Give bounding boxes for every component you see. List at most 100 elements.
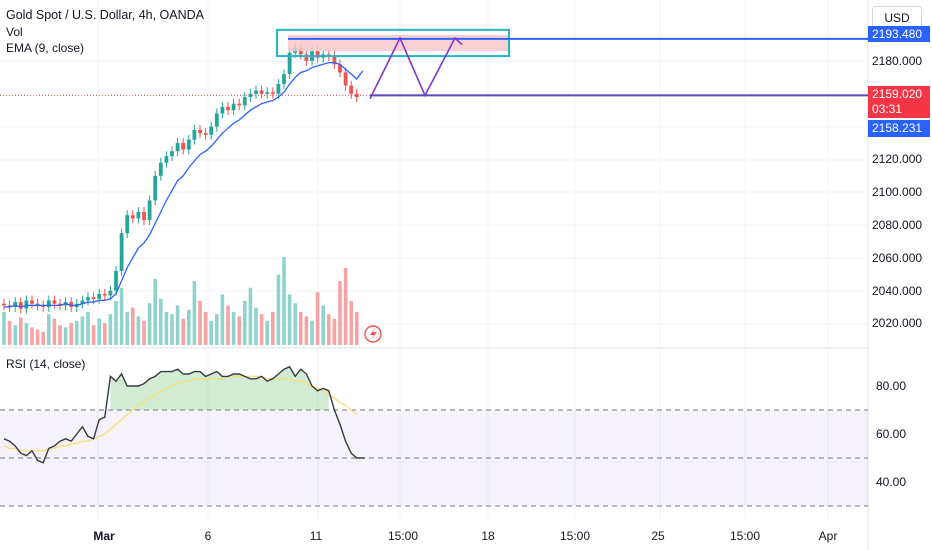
volume-bar <box>30 327 34 345</box>
candle <box>80 295 85 309</box>
candle <box>30 295 34 309</box>
candle <box>248 88 253 102</box>
candle <box>198 124 202 139</box>
candle <box>153 170 158 206</box>
volume-bar <box>287 294 292 345</box>
candle <box>142 206 146 225</box>
candle <box>214 108 219 132</box>
time-tick: 11 <box>309 529 323 543</box>
candle <box>86 292 90 306</box>
volume-bar <box>119 287 124 345</box>
candle <box>2 298 6 311</box>
rsi-legend[interactable]: RSI (14, close) <box>6 357 86 371</box>
rsi-ma-line <box>3 375 358 452</box>
ema-line <box>4 61 364 308</box>
volume-bar <box>338 281 342 345</box>
volume-bar <box>69 323 73 345</box>
candle <box>226 102 230 116</box>
candle <box>354 88 359 102</box>
price-tick: 2080.000 <box>872 218 923 232</box>
volume-bar <box>75 320 79 345</box>
candle <box>265 87 270 99</box>
candle <box>287 47 292 80</box>
time-tick: 15:00 <box>387 529 419 543</box>
price-tick: 2120.000 <box>872 152 923 167</box>
volume-bar <box>209 320 213 345</box>
volume-bar <box>343 268 348 345</box>
candle <box>349 80 354 99</box>
volume-bar <box>215 314 219 345</box>
volume-bar <box>315 292 320 345</box>
rsi-tick: 40.00 <box>876 475 907 489</box>
volume-bar <box>175 305 180 345</box>
rsi-pane <box>0 365 868 507</box>
candle <box>102 288 107 301</box>
volume-bar <box>91 325 96 345</box>
rsi-tick: 60.00 <box>876 427 907 441</box>
candle <box>203 128 208 140</box>
price-tick: 2040.000 <box>872 283 923 298</box>
volume-bar <box>198 301 202 345</box>
candle <box>158 157 163 181</box>
volume-bar <box>265 320 269 345</box>
price-tick: 2100.000 <box>872 185 923 200</box>
volume-bar <box>243 301 247 345</box>
last-price-badge: 2159.020 03:31 <box>868 86 930 118</box>
candle <box>7 300 12 312</box>
candle <box>282 69 286 89</box>
volume-bar <box>136 316 141 345</box>
symbol-legend[interactable]: Gold Spot / U.S. Dollar, 4h, OANDA <box>6 8 204 22</box>
volume-bar <box>19 317 23 345</box>
supply-zone <box>288 34 510 52</box>
volume-bar <box>114 301 118 345</box>
volume-bar <box>2 312 6 345</box>
rsi-line <box>3 365 365 464</box>
volume-bar <box>332 318 337 345</box>
volume-bar <box>7 320 12 345</box>
volume-bar <box>321 305 325 345</box>
volume-bar <box>276 274 281 345</box>
candle <box>114 266 118 296</box>
volume-bar <box>203 312 208 345</box>
rsi-tick: 80.00 <box>876 379 907 393</box>
price-tick: 2060.000 <box>872 250 923 265</box>
candle <box>254 85 258 99</box>
time-tick: 15:00 <box>729 529 761 543</box>
candle <box>119 228 124 276</box>
volume-bar <box>63 327 68 345</box>
candle <box>46 295 51 312</box>
candle <box>192 124 197 145</box>
drawings-layer[interactable] <box>0 28 868 100</box>
volume-bar <box>58 325 62 345</box>
countdown-value: 03:31 <box>872 102 903 116</box>
candle <box>69 297 74 312</box>
time-tick: 25 <box>651 529 665 543</box>
ema-legend[interactable]: EMA (9, close) <box>6 41 85 55</box>
candle <box>125 210 130 239</box>
volume-bar <box>237 316 241 345</box>
volume-bar <box>248 287 253 345</box>
candle <box>97 288 102 304</box>
candle <box>130 210 135 224</box>
volume-bar <box>164 312 169 345</box>
volume-bar <box>125 312 129 345</box>
volume-bar <box>52 318 57 345</box>
volume-bar <box>80 316 85 345</box>
candle <box>186 134 191 155</box>
candle <box>259 85 264 99</box>
candle <box>24 295 29 314</box>
volume-bar <box>259 314 264 345</box>
volume-bar <box>153 279 157 345</box>
candle <box>52 295 57 309</box>
volume-bar <box>86 312 90 345</box>
volume-bar <box>231 312 236 345</box>
volume-series <box>2 257 359 345</box>
candle <box>175 138 180 157</box>
volume-bar <box>159 298 163 345</box>
volume-bar <box>226 305 230 345</box>
price-tick: 2180.000 <box>872 54 923 68</box>
volume-legend[interactable]: Vol <box>6 25 23 39</box>
candle <box>237 98 242 111</box>
lightning-icon[interactable] <box>364 325 382 343</box>
